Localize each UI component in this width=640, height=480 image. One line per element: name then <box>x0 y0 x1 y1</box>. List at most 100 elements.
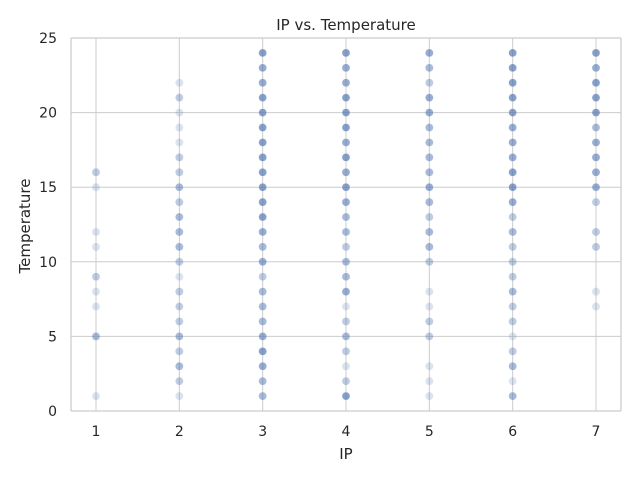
data-point <box>175 78 184 88</box>
data-point <box>591 287 601 296</box>
data-point <box>425 93 434 102</box>
data-point <box>591 153 601 162</box>
data-point <box>341 153 351 162</box>
data-point <box>258 48 267 58</box>
data-point <box>591 123 601 132</box>
data-point <box>175 153 184 162</box>
data-point <box>91 287 101 296</box>
data-point <box>175 242 184 252</box>
data-point <box>591 63 601 73</box>
data-point <box>508 138 517 147</box>
data-point <box>175 347 184 356</box>
data-point <box>341 108 351 117</box>
data-point <box>258 108 267 117</box>
data-point <box>508 347 517 356</box>
data-point <box>341 227 351 237</box>
y-tick-labels: 0 5 10 15 20 25 <box>39 31 57 420</box>
data-point <box>341 182 351 192</box>
data-point <box>258 361 267 371</box>
data-point <box>341 287 351 296</box>
data-point <box>175 376 184 386</box>
data-point <box>341 212 351 222</box>
y-tick-label: 25 <box>39 31 57 47</box>
data-point <box>258 302 267 311</box>
data-point <box>425 123 434 132</box>
x-tick-labels: 1 2 3 4 5 6 7 <box>92 424 601 440</box>
data-point <box>258 347 267 356</box>
data-point <box>425 48 434 58</box>
data-point <box>425 242 434 252</box>
y-tick-label: 20 <box>39 106 57 122</box>
data-point <box>258 63 267 73</box>
data-point <box>508 391 517 401</box>
data-point <box>91 332 101 341</box>
data-point <box>508 376 517 386</box>
data-point <box>425 182 434 192</box>
data-point <box>508 78 517 88</box>
data-point <box>508 227 517 237</box>
data-point <box>175 257 184 267</box>
data-point <box>341 302 351 311</box>
data-point <box>425 257 434 267</box>
y-tick-label: 10 <box>39 255 57 271</box>
data-point <box>341 257 351 267</box>
data-point <box>341 317 351 326</box>
data-point <box>258 242 267 252</box>
data-point <box>175 138 184 147</box>
data-point <box>508 197 517 207</box>
data-point <box>175 302 184 311</box>
data-point <box>258 317 267 326</box>
data-point <box>508 108 517 117</box>
data-point <box>591 48 601 58</box>
data-point <box>341 138 351 147</box>
data-point <box>341 197 351 207</box>
data-point <box>175 212 184 222</box>
data-point <box>341 391 351 401</box>
data-point <box>258 93 267 102</box>
data-point <box>425 78 434 88</box>
data-point <box>508 153 517 162</box>
data-point <box>175 167 184 177</box>
data-point <box>175 123 184 132</box>
data-point <box>258 376 267 386</box>
data-point <box>175 227 184 237</box>
data-point <box>508 212 517 222</box>
data-point <box>341 78 351 88</box>
data-point <box>341 332 351 341</box>
data-point <box>508 302 517 311</box>
x-tick-label: 2 <box>175 424 184 440</box>
data-point <box>341 93 351 102</box>
x-tick-label: 7 <box>592 424 601 440</box>
data-point <box>258 227 267 237</box>
data-point <box>91 272 101 282</box>
data-point <box>341 347 351 356</box>
data-point <box>425 63 434 73</box>
data-point <box>258 167 267 177</box>
data-point <box>425 138 434 147</box>
data-point <box>341 63 351 73</box>
data-point <box>91 391 101 401</box>
data-point <box>425 302 434 311</box>
data-point <box>425 167 434 177</box>
data-point <box>425 391 434 401</box>
data-point <box>591 167 601 177</box>
data-point <box>258 123 267 132</box>
y-tick-label: 5 <box>48 329 57 345</box>
data-point <box>91 182 101 192</box>
x-tick-label: 3 <box>258 424 267 440</box>
data-point <box>425 108 434 117</box>
data-point <box>258 78 267 88</box>
data-points <box>91 48 601 401</box>
y-tick-label: 0 <box>48 404 57 420</box>
data-point <box>341 242 351 252</box>
data-point <box>591 302 601 311</box>
data-point <box>508 361 517 371</box>
data-point <box>508 332 517 341</box>
data-point <box>425 197 434 207</box>
x-tick-label: 6 <box>508 424 517 440</box>
data-point <box>258 212 267 222</box>
data-point <box>258 272 267 282</box>
data-point <box>508 272 517 282</box>
data-point <box>591 78 601 88</box>
